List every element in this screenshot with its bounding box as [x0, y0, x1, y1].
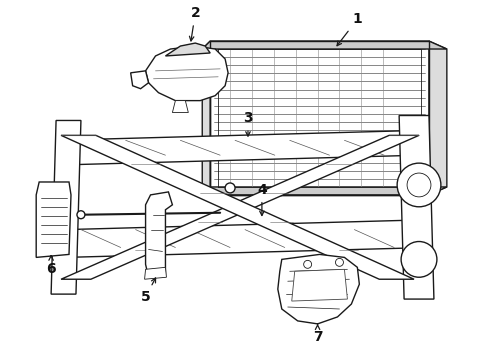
Text: 1: 1: [337, 12, 362, 46]
Circle shape: [397, 163, 441, 207]
Polygon shape: [51, 121, 81, 294]
Text: 7: 7: [313, 324, 322, 344]
Polygon shape: [172, 100, 188, 113]
Text: 6: 6: [46, 256, 56, 276]
Circle shape: [77, 211, 85, 219]
Polygon shape: [56, 130, 419, 165]
Circle shape: [407, 173, 431, 197]
Polygon shape: [278, 255, 359, 324]
Polygon shape: [131, 71, 148, 89]
Polygon shape: [202, 41, 447, 49]
Polygon shape: [61, 135, 414, 279]
Text: 4: 4: [257, 183, 267, 216]
Polygon shape: [146, 192, 172, 277]
Polygon shape: [66, 220, 429, 257]
Polygon shape: [145, 267, 167, 279]
Circle shape: [225, 183, 235, 193]
Text: 5: 5: [141, 278, 155, 304]
Text: 3: 3: [243, 112, 253, 136]
Circle shape: [336, 258, 343, 266]
Polygon shape: [292, 269, 347, 301]
Polygon shape: [429, 41, 447, 195]
Text: 2: 2: [190, 6, 200, 41]
Polygon shape: [202, 187, 447, 195]
Circle shape: [304, 260, 312, 268]
Polygon shape: [61, 135, 419, 279]
Polygon shape: [202, 41, 210, 195]
Circle shape: [401, 242, 437, 277]
Polygon shape: [399, 116, 434, 299]
Polygon shape: [36, 182, 71, 257]
Polygon shape: [210, 41, 429, 195]
Polygon shape: [146, 46, 228, 100]
Polygon shape: [166, 43, 210, 56]
